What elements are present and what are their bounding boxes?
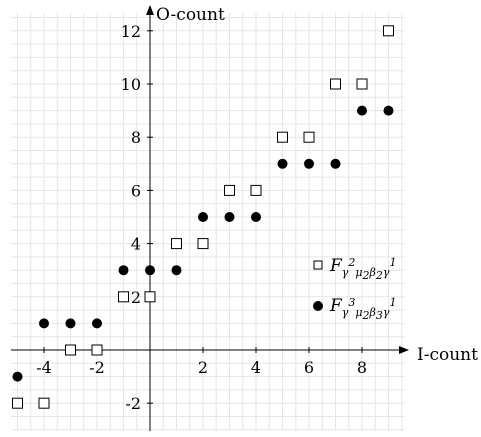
data-point-series-2 bbox=[277, 158, 288, 169]
grid bbox=[11, 13, 405, 431]
legend-marker-open-square bbox=[313, 260, 323, 270]
data-point-series-1 bbox=[303, 131, 315, 143]
data-point-series-2 bbox=[171, 265, 182, 276]
x-tick-label: 4 bbox=[251, 358, 261, 377]
legend-label-series-2: Fγ3μ2β3γ1 bbox=[329, 296, 396, 322]
legend-entry-series-1: Fγ2μ2β2γ1 bbox=[313, 256, 396, 282]
data-point-series-2 bbox=[383, 105, 394, 116]
data-point-series-2 bbox=[224, 212, 235, 222]
x-axis-label: I-count bbox=[417, 345, 478, 365]
data-point-series-2 bbox=[65, 318, 76, 329]
data-point-series-1 bbox=[65, 344, 76, 356]
y-tick-label: 8 bbox=[131, 128, 141, 147]
y-axis-arrow bbox=[146, 5, 154, 15]
tick-labels: -4 -2 2 4 6 8 -2 2 4 6 8 10 12 bbox=[36, 22, 367, 413]
y-tick-label: 2 bbox=[131, 288, 141, 307]
data-point-series-1 bbox=[383, 25, 394, 37]
y-tick-label: 12 bbox=[121, 22, 141, 41]
data-point-series-2 bbox=[304, 158, 314, 169]
data-point-series-2 bbox=[198, 212, 208, 222]
y-tick-label: 4 bbox=[131, 235, 141, 254]
x-axis-arrow bbox=[399, 346, 409, 354]
y-tick-label: 6 bbox=[131, 181, 141, 200]
data-point-series-2 bbox=[330, 158, 341, 169]
data-point-series-2 bbox=[118, 265, 129, 276]
data-point-series-1 bbox=[91, 344, 103, 356]
legend-label-series-1: Fγ2μ2β2γ1 bbox=[329, 256, 396, 282]
x-tick-label: -2 bbox=[89, 358, 105, 377]
data-point-series-1 bbox=[118, 291, 129, 303]
x-tick-label: 2 bbox=[198, 358, 208, 377]
data-point-series-2 bbox=[12, 371, 23, 382]
data-point-series-1 bbox=[330, 78, 341, 90]
x-tick-label: -4 bbox=[36, 358, 52, 377]
data-point-series-1 bbox=[224, 184, 235, 196]
legend-marker-filled-circle bbox=[313, 301, 323, 311]
data-point-series-1 bbox=[12, 397, 23, 409]
data-point-series-2 bbox=[357, 105, 367, 116]
data-point-series-1 bbox=[171, 238, 182, 250]
x-tick-label: 8 bbox=[357, 358, 367, 377]
data-point-series-1 bbox=[356, 78, 368, 90]
data-point-series-2 bbox=[39, 318, 49, 329]
data-point-series-1 bbox=[277, 131, 288, 143]
y-axis-label: O-count bbox=[156, 5, 225, 25]
data-point-series-1 bbox=[38, 397, 50, 409]
legend: Fγ2μ2β2γ1 Fγ3μ2β3γ1 bbox=[313, 256, 396, 322]
x-tick-label: 6 bbox=[304, 358, 314, 377]
data-point-series-2 bbox=[92, 318, 102, 329]
y-tick-label: -2 bbox=[125, 394, 141, 413]
legend-entry-series-2: Fγ3μ2β3γ1 bbox=[313, 296, 396, 322]
data-point-series-2 bbox=[251, 212, 261, 222]
data-point-series-1 bbox=[250, 184, 262, 196]
y-tick-label: 10 bbox=[121, 75, 141, 94]
data-point-series-1 bbox=[197, 238, 209, 250]
data-point-series-1 bbox=[144, 291, 156, 303]
data-points bbox=[12, 25, 394, 409]
data-point-series-2 bbox=[145, 265, 155, 276]
